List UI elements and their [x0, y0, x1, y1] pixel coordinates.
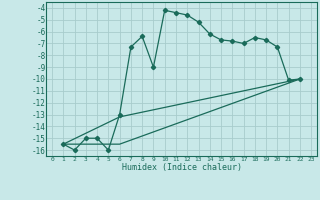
- X-axis label: Humidex (Indice chaleur): Humidex (Indice chaleur): [122, 163, 242, 172]
